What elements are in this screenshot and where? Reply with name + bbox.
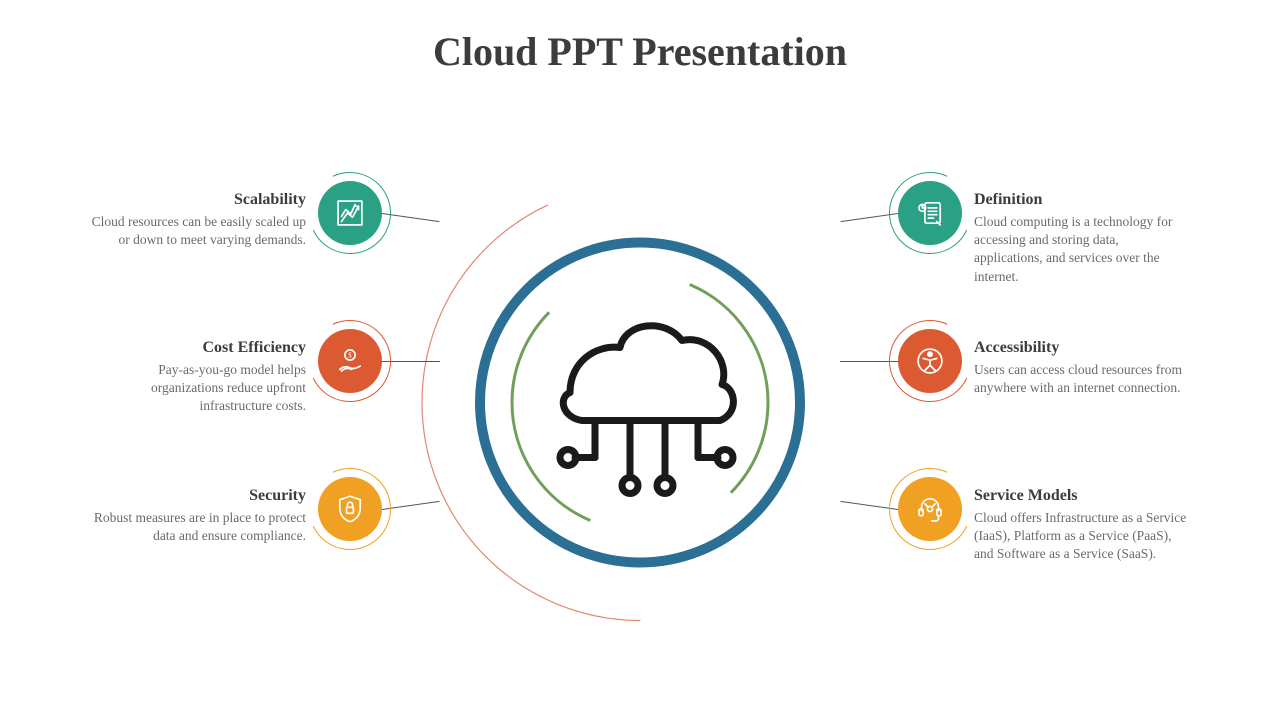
node-service-models xyxy=(898,477,962,541)
node-cost-efficiency: $ xyxy=(318,329,382,393)
diagram-stage: Scalability Cloud resources can be easil… xyxy=(0,145,1280,665)
outer-arc-red xyxy=(422,185,858,621)
item-body: Pay-as-you-go model helps organizations … xyxy=(91,361,306,416)
item-body: Robust measures are in place to protect … xyxy=(91,509,306,545)
svg-text:$: $ xyxy=(348,353,352,360)
center-rings-svg xyxy=(410,173,870,633)
connector-left-1 xyxy=(382,361,440,362)
hand-coin-icon: $ xyxy=(333,344,367,378)
connector-right-1 xyxy=(840,361,898,362)
shield-lock-icon xyxy=(333,492,367,526)
text-accessibility: Accessibility Users can access cloud res… xyxy=(974,339,1189,397)
item-title: Service Models xyxy=(974,487,1189,505)
node-security xyxy=(318,477,382,541)
text-security: Security Robust measures are in place to… xyxy=(91,487,306,545)
text-service-models: Service Models Cloud offers Infrastructu… xyxy=(974,487,1189,564)
node-definition xyxy=(898,181,962,245)
item-title: Cost Efficiency xyxy=(91,339,306,357)
item-body: Users can access cloud resources from an… xyxy=(974,361,1189,397)
document-analytics-icon xyxy=(913,196,947,230)
text-scalability: Scalability Cloud resources can be easil… xyxy=(91,191,306,249)
text-cost-efficiency: Cost Efficiency Pay-as-you-go model help… xyxy=(91,339,306,416)
accessibility-icon xyxy=(913,344,947,378)
text-definition: Definition Cloud computing is a technolo… xyxy=(974,191,1189,286)
item-body: Cloud resources can be easily scaled up … xyxy=(91,213,306,249)
headset-support-icon xyxy=(913,492,947,526)
page-title: Cloud PPT Presentation xyxy=(0,28,1280,75)
item-title: Security xyxy=(91,487,306,505)
node-accessibility xyxy=(898,329,962,393)
inner-green-arcs xyxy=(512,275,768,531)
cloud-icon xyxy=(560,326,733,494)
item-body: Cloud computing is a technology for acce… xyxy=(974,213,1189,286)
node-scalability xyxy=(318,181,382,245)
blue-ring xyxy=(480,243,800,563)
item-title: Scalability xyxy=(91,191,306,209)
item-title: Definition xyxy=(974,191,1189,209)
chart-growth-icon xyxy=(333,196,367,230)
item-body: Cloud offers Infrastructure as a Service… xyxy=(974,509,1189,564)
center-circle-group xyxy=(410,173,870,638)
item-title: Accessibility xyxy=(974,339,1189,357)
